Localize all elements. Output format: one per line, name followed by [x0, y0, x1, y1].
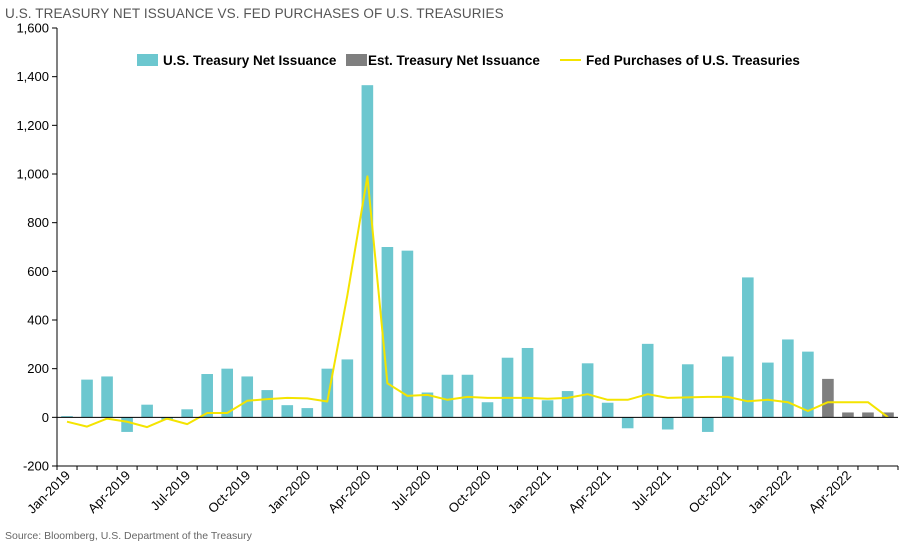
bar-actual	[621, 417, 634, 429]
legend-label: Est. Treasury Net Issuance	[368, 53, 540, 68]
bar-estimated	[842, 412, 854, 418]
x-tick-label: Apr-2021	[565, 468, 613, 516]
x-tick-label: Jul-2021	[628, 468, 674, 514]
bar-actual	[521, 347, 534, 418]
x-tick-label: Oct-2021	[685, 468, 733, 516]
x-tick-label: Apr-2019	[85, 468, 133, 516]
bar-actual	[221, 368, 234, 418]
y-tick-label: 200	[27, 361, 49, 376]
y-tick-label: 1,000	[16, 167, 49, 182]
bar-actual	[121, 417, 133, 432]
legend-label: U.S. Treasury Net Issuance	[163, 53, 337, 68]
x-tick-label: Jul-2019	[147, 468, 193, 514]
bar-actual	[501, 357, 514, 418]
bar-actual	[561, 391, 574, 418]
y-tick-label: 1,200	[16, 118, 49, 133]
bar-actual	[701, 417, 714, 432]
y-tick-label: 1,600	[16, 21, 49, 36]
bar-actual	[421, 392, 434, 418]
fed-line	[66, 175, 889, 429]
bar-actual	[541, 400, 554, 418]
bar-actual	[441, 374, 454, 418]
x-tick-label: Jan-2020	[264, 468, 313, 517]
bar-actual	[241, 376, 254, 418]
y-tick-label: 1,400	[16, 69, 49, 84]
axes: -200 0 200 400 600 800 1,000 1,200 1,400 1,600 Jan…	[16, 21, 899, 517]
y-tick-label: 800	[27, 215, 49, 230]
y-tick-label: 400	[27, 313, 49, 328]
bar-actual	[61, 416, 73, 418]
x-tick-label: Oct-2019	[205, 468, 253, 516]
y-tick-label: 0	[42, 410, 49, 425]
y-tick-label: 600	[27, 264, 49, 279]
x-tick-label: Jan-2022	[745, 468, 794, 517]
bar-actual	[802, 351, 814, 418]
bar-actual	[481, 402, 494, 418]
x-tick-label: Jan-2019	[24, 468, 73, 517]
bar-actual	[141, 404, 153, 418]
legend-label: Fed Purchases of U.S. Treasuries	[586, 53, 800, 68]
bar-actual	[762, 362, 774, 418]
bar-actual	[401, 250, 414, 418]
bar-estimated	[862, 412, 874, 418]
bar-actual	[381, 247, 394, 418]
bar-estimated	[822, 378, 834, 418]
bar-actual	[181, 409, 193, 418]
bar-actual	[721, 356, 734, 418]
y-tick-label: -200	[23, 459, 49, 474]
bar-actual	[742, 277, 754, 418]
bar-actual	[782, 339, 794, 418]
x-tick-label: Jul-2020	[388, 468, 434, 514]
bar-actual	[341, 359, 354, 418]
chart-title: U.S. TREASURY NET ISSUANCE VS. FED PURCH…	[5, 6, 504, 21]
legend-swatch	[137, 54, 158, 66]
fed-purchases-line	[66, 175, 889, 429]
bar-actual	[261, 390, 274, 418]
bar-actual	[201, 374, 213, 418]
bar-actual	[681, 364, 694, 418]
legend: U.S. Treasury Net Issuance Est. Treasury …	[137, 53, 800, 68]
bar-actual	[641, 343, 654, 418]
bar-actual	[321, 368, 334, 418]
bar-actual	[301, 408, 314, 418]
legend-swatch	[346, 54, 367, 66]
bar-actual	[361, 85, 374, 418]
bar-actual	[581, 363, 594, 418]
bars	[61, 85, 894, 432]
bar-actual	[601, 402, 614, 418]
x-tick-label: Oct-2020	[445, 468, 493, 516]
source-note: Source: Bloomberg, U.S. Department of th…	[5, 530, 252, 542]
x-tick-label: Apr-2020	[325, 468, 373, 516]
bar-actual	[81, 379, 93, 418]
bar-actual	[281, 405, 294, 418]
bar-estimated	[882, 412, 894, 418]
x-tick-label: Jan-2021	[505, 468, 554, 517]
x-tick-label: Apr-2022	[806, 468, 854, 516]
bar-actual	[661, 417, 674, 430]
bar-actual	[101, 376, 113, 418]
